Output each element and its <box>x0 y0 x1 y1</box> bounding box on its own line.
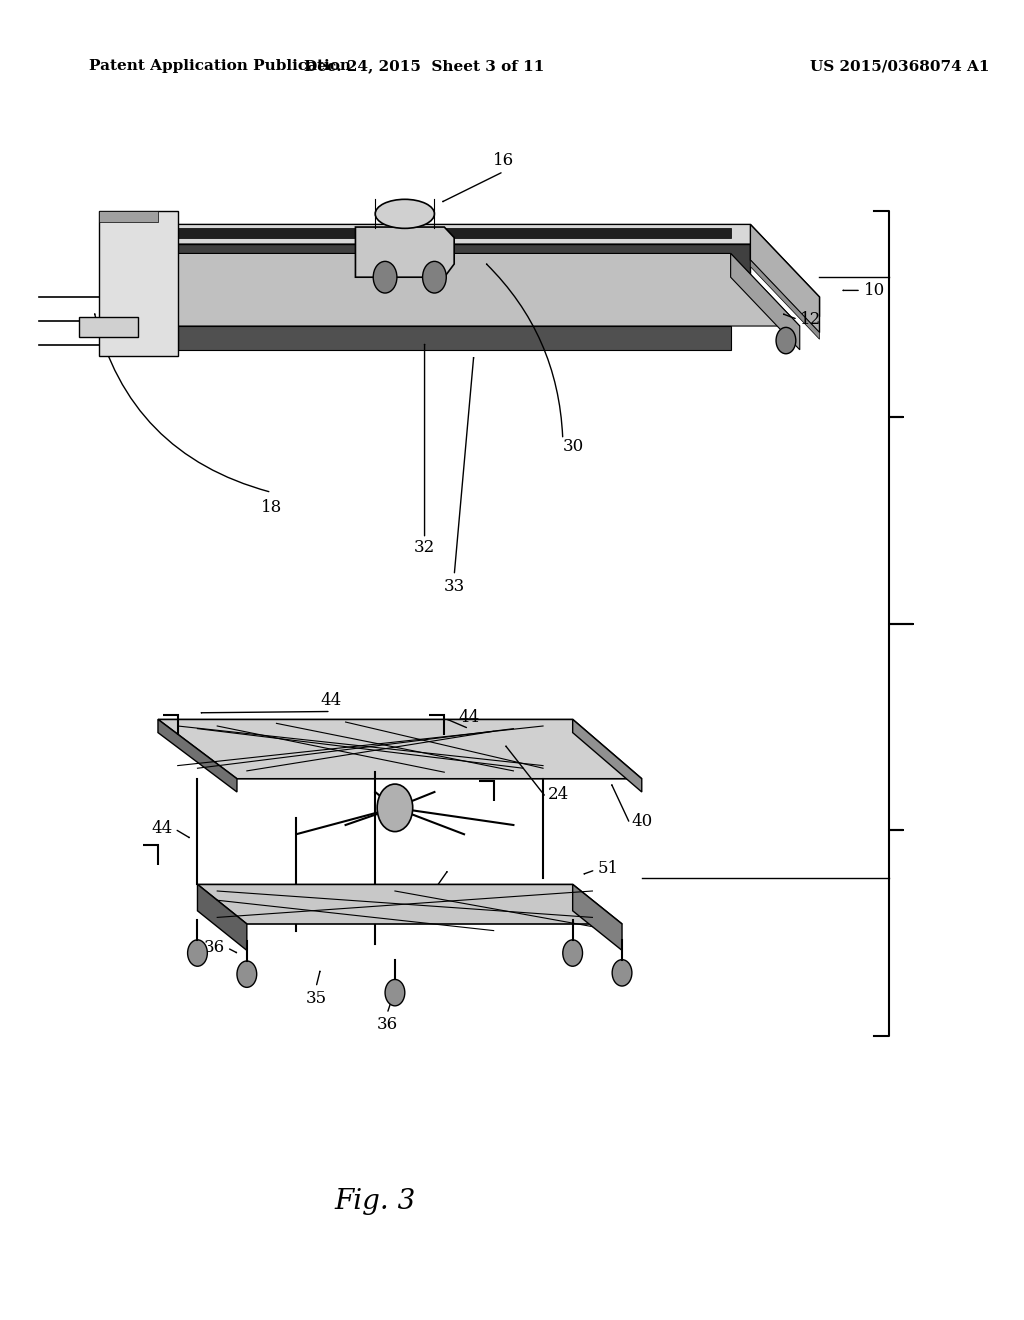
Polygon shape <box>751 260 819 339</box>
Text: 16: 16 <box>493 152 514 169</box>
Polygon shape <box>98 211 158 222</box>
Polygon shape <box>128 277 751 284</box>
Text: 44: 44 <box>459 709 479 726</box>
Polygon shape <box>355 227 455 277</box>
Ellipse shape <box>375 199 434 228</box>
Text: 10: 10 <box>864 282 885 298</box>
Polygon shape <box>572 884 622 950</box>
Polygon shape <box>158 719 642 779</box>
Text: 32: 32 <box>414 539 435 556</box>
Text: Fig. 3: Fig. 3 <box>335 1188 416 1214</box>
Circle shape <box>423 261 446 293</box>
Polygon shape <box>128 244 751 277</box>
Polygon shape <box>751 224 819 333</box>
Circle shape <box>187 940 207 966</box>
Text: 35: 35 <box>305 990 327 1007</box>
Circle shape <box>377 784 413 832</box>
Polygon shape <box>178 326 731 350</box>
Text: 44: 44 <box>152 821 173 837</box>
Polygon shape <box>98 211 178 356</box>
Text: 44: 44 <box>321 692 341 709</box>
Text: US 2015/0368074 A1: US 2015/0368074 A1 <box>810 59 989 74</box>
Circle shape <box>237 961 257 987</box>
Polygon shape <box>198 884 247 950</box>
Text: 51: 51 <box>597 861 618 876</box>
Text: 18: 18 <box>261 499 283 516</box>
Polygon shape <box>198 884 622 924</box>
Text: 24: 24 <box>548 787 569 803</box>
Text: 36: 36 <box>204 940 225 956</box>
Text: 30: 30 <box>563 438 584 454</box>
Circle shape <box>612 960 632 986</box>
Text: 40: 40 <box>632 813 653 829</box>
Circle shape <box>373 261 397 293</box>
Circle shape <box>385 979 404 1006</box>
Text: Dec. 24, 2015  Sheet 3 of 11: Dec. 24, 2015 Sheet 3 of 11 <box>304 59 545 74</box>
Text: 36: 36 <box>377 1016 397 1034</box>
Circle shape <box>776 327 796 354</box>
Polygon shape <box>79 317 138 337</box>
Circle shape <box>563 940 583 966</box>
Polygon shape <box>178 228 731 238</box>
Polygon shape <box>572 719 642 792</box>
Text: 12: 12 <box>800 312 821 327</box>
Text: 33: 33 <box>443 578 465 595</box>
Text: 36: 36 <box>509 903 529 919</box>
Text: 44: 44 <box>424 891 445 908</box>
Polygon shape <box>178 253 800 326</box>
Polygon shape <box>128 224 819 317</box>
Polygon shape <box>158 719 237 792</box>
Text: Patent Application Publication: Patent Application Publication <box>89 59 351 74</box>
Polygon shape <box>731 253 800 350</box>
